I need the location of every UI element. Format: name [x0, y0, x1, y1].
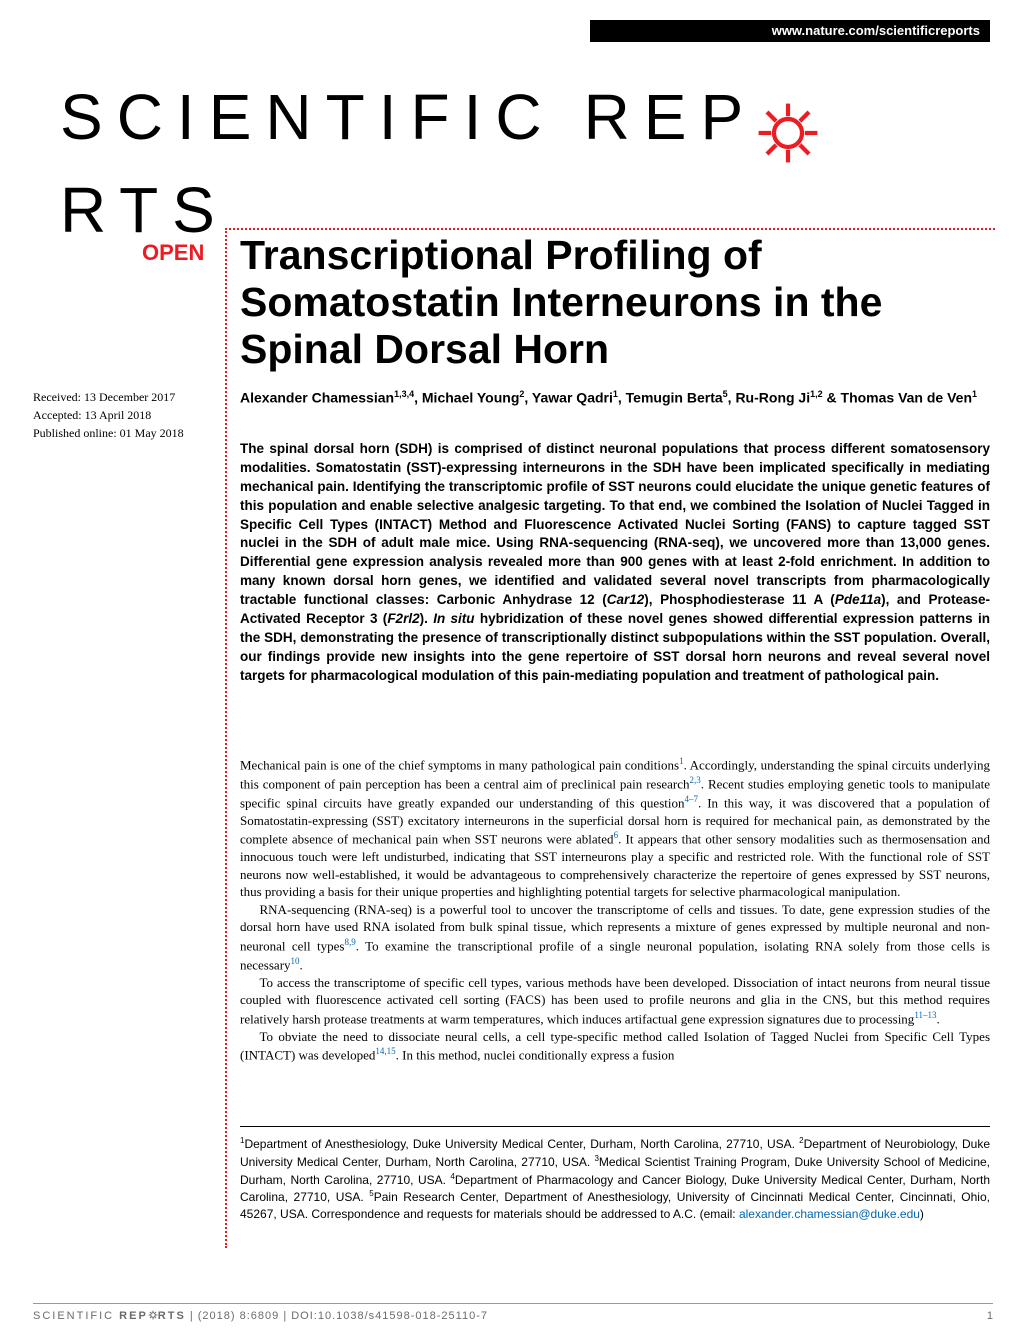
article-title: Transcriptional Profiling of Somatostati… [240, 232, 990, 373]
dotted-rule-top [225, 228, 995, 230]
page-footer: SCIENTIFIC REPRTS | (2018) 8:6809 | DOI:… [33, 1303, 993, 1322]
gear-icon [753, 98, 823, 173]
article-dates: Received: 13 December 2017 Accepted: 13 … [33, 388, 218, 442]
logo-part3: RTS [60, 174, 229, 246]
abstract: The spinal dorsal horn (SDH) is comprise… [240, 440, 990, 686]
open-access-badge: OPEN [142, 240, 204, 266]
paragraph-1: Mechanical pain is one of the chief symp… [240, 755, 990, 901]
author-list: Alexander Chamessian1,3,4, Michael Young… [240, 388, 990, 408]
paragraph-2: RNA-sequencing (RNA-seq) is a powerful t… [240, 901, 990, 974]
journal-logo: SCIENTIFIC REP RTS [60, 80, 960, 247]
footer-citation-rest: | (2018) 8:6809 | DOI:10.1038/s41598-018… [186, 1310, 488, 1322]
accepted-date: Accepted: 13 April 2018 [33, 406, 218, 424]
paragraph-4: To obviate the need to dissociate neural… [240, 1028, 990, 1064]
header-url-bar: www.nature.com/scientificreports [590, 20, 990, 42]
affiliations: 1Department of Anesthesiology, Duke Univ… [240, 1126, 990, 1223]
body-text: Mechanical pain is one of the chief symp… [240, 755, 990, 1064]
footer-journal-name: SCIENTIFIC [33, 1310, 119, 1322]
footer-reports: REPRTS [119, 1310, 186, 1322]
logo-part1: SCIENTIFIC [60, 81, 556, 153]
dotted-rule-vertical [225, 228, 227, 1248]
footer-citation: SCIENTIFIC REPRTS | (2018) 8:6809 | DOI:… [33, 1310, 488, 1322]
page-number: 1 [987, 1310, 993, 1322]
paragraph-3: To access the transcriptome of specific … [240, 974, 990, 1028]
header-url[interactable]: www.nature.com/scientificreports [772, 23, 980, 38]
logo-part2: REP [584, 81, 758, 153]
received-date: Received: 13 December 2017 [33, 388, 218, 406]
published-date: Published online: 01 May 2018 [33, 424, 218, 442]
